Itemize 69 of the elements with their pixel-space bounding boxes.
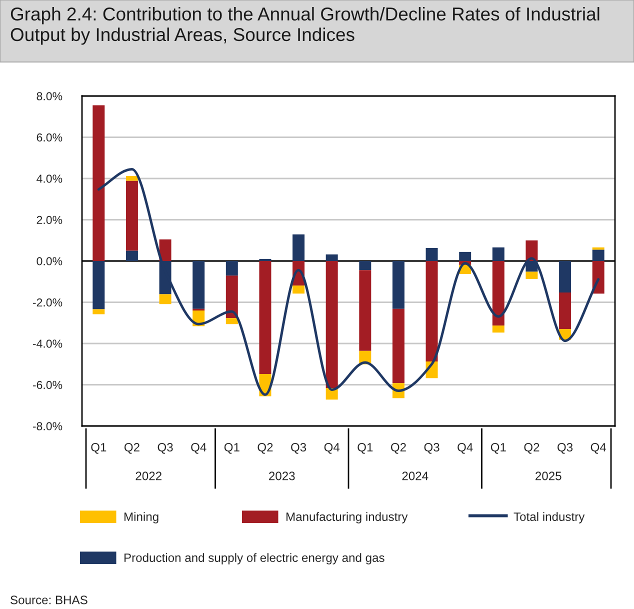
bar bbox=[526, 240, 538, 261]
bar bbox=[92, 261, 105, 310]
y-tick-label: 8.0% bbox=[36, 92, 62, 100]
y-tick-label: 6.0% bbox=[36, 133, 62, 142]
y-tick-label: 0.0% bbox=[36, 257, 62, 266]
y-tick-label: 4.0% bbox=[36, 174, 62, 183]
bar bbox=[592, 250, 604, 261]
y-tick-label: -6.0% bbox=[32, 380, 62, 390]
x-tick-label: Q2 bbox=[258, 442, 273, 454]
bar bbox=[459, 252, 472, 261]
bar bbox=[159, 294, 172, 304]
bar bbox=[226, 276, 238, 318]
x-tick-label: Q1 bbox=[91, 442, 106, 454]
y-tick-label: -4.0% bbox=[32, 340, 62, 348]
source-note: Source: BHAS bbox=[10, 596, 88, 604]
legend-label: Manufacturing industry bbox=[286, 512, 408, 524]
bar bbox=[559, 261, 572, 293]
legend-label: Total industry bbox=[514, 512, 585, 524]
bar bbox=[392, 261, 404, 309]
bar bbox=[126, 180, 138, 251]
bar bbox=[492, 261, 504, 326]
bar bbox=[126, 250, 138, 261]
x-tick-label: Q2 bbox=[124, 442, 140, 454]
text: 2024 bbox=[402, 472, 428, 480]
x-tick-label: Q4 bbox=[590, 442, 606, 454]
bar bbox=[292, 286, 305, 294]
bar bbox=[526, 272, 538, 279]
x-tick-label: Q4 bbox=[191, 442, 206, 454]
x-tick-label: Q4 bbox=[458, 442, 473, 454]
bar bbox=[492, 326, 504, 333]
chart-title: Graph 2.4: Contribution to the Annual Growth/Decline Rates of Industrial Output by Industrial Areas, Source Indices bbox=[10, 7, 600, 45]
bar bbox=[326, 254, 338, 261]
bar bbox=[559, 292, 572, 330]
bar bbox=[226, 318, 238, 324]
y-tick-label: -2.0% bbox=[32, 298, 62, 307]
x-tick-label: Q1 bbox=[224, 442, 240, 454]
x-tick-label: Q3 bbox=[158, 442, 173, 454]
bar bbox=[392, 308, 404, 384]
bar bbox=[292, 234, 305, 261]
bar bbox=[492, 247, 504, 261]
bar bbox=[326, 261, 338, 388]
x-tick-label: Q1 bbox=[358, 442, 373, 454]
x-tick-label: Q3 bbox=[424, 442, 440, 454]
x-tick-label: Q2 bbox=[390, 442, 406, 454]
bar bbox=[159, 239, 172, 261]
x-tick-label: Q4 bbox=[324, 442, 340, 454]
bar bbox=[359, 261, 372, 270]
text: 2023 bbox=[269, 472, 295, 480]
x-tick-label: Q3 bbox=[291, 442, 306, 454]
bar bbox=[226, 261, 238, 276]
x-tick-label: Q1 bbox=[490, 442, 506, 454]
line-series bbox=[97, 168, 600, 396]
bar bbox=[126, 176, 138, 181]
bar bbox=[426, 261, 438, 362]
x-tick-label: Q2 bbox=[524, 442, 540, 454]
legend-label: Production and supply of electric energy and gas bbox=[124, 553, 384, 564]
bar bbox=[92, 105, 105, 261]
bar bbox=[192, 261, 205, 309]
bar bbox=[359, 270, 372, 351]
bar bbox=[592, 261, 604, 294]
text: 2022 bbox=[136, 472, 162, 480]
text: 2025 bbox=[536, 472, 562, 480]
bar bbox=[92, 309, 105, 314]
x-tick-label: Q3 bbox=[558, 442, 573, 454]
y-tick-label: 2.0% bbox=[36, 216, 62, 224]
y-tick-label: -8.0% bbox=[32, 422, 62, 430]
bar bbox=[259, 261, 272, 374]
legend-label: Mining bbox=[124, 512, 158, 524]
bar bbox=[426, 248, 438, 261]
